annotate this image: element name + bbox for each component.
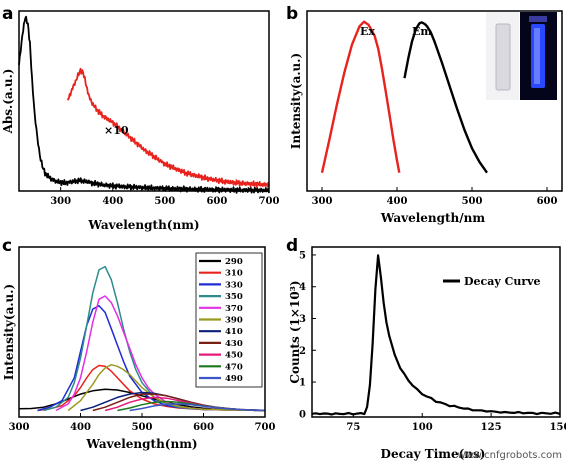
panel-b-xtick-label: 400: [387, 196, 408, 207]
panel-c-series: [18, 265, 266, 412]
legend-label-450: 450: [225, 351, 243, 361]
panel-label-a: a: [2, 4, 13, 24]
panel-d-xtick-label: 75: [346, 422, 360, 433]
panel-a-series-0-line: [18, 15, 270, 194]
panel-d-xtick-label: 150: [550, 422, 566, 433]
vial-cap: [529, 16, 547, 22]
series-label-em: Em: [412, 25, 432, 38]
panel-c-series-390-line: [67, 363, 266, 412]
panel-d-xtick-label: 125: [481, 422, 502, 433]
panel-a-series-1-line: [66, 67, 270, 188]
panel-d-ytick-label: 2: [299, 346, 306, 357]
panel-a-ticks: 300 400 500 600 700: [50, 187, 279, 207]
panel-c-xlabel: Wavelength(nm): [85, 437, 197, 451]
panel-d-ytick-label: 4: [299, 282, 306, 293]
panel-d-xlabel: Decay Time(ns): [381, 447, 486, 461]
panel-c-xtick-label: 300: [9, 422, 30, 433]
panel-d-series: [311, 254, 561, 416]
panel-a-xtick-label: 400: [102, 196, 123, 207]
panel-d-ylabel: Counts (1×10³): [288, 280, 302, 383]
panel-d: d 75 100 125 150 0 1 2 3 4 5 Decay Time(ns) Count…: [286, 236, 566, 461]
panel-label-d: d: [286, 236, 298, 256]
panel-label-b: b: [286, 4, 298, 24]
vial-uv-off: [495, 23, 511, 91]
legend-label-290: 290: [225, 257, 243, 267]
legend-label-470: 470: [225, 362, 243, 372]
panel-c-xtick-label: 600: [193, 422, 214, 433]
panel-c-xtick-label: 700: [255, 422, 276, 433]
panel-d-frame: [311, 246, 561, 418]
panel-d-ytick-label: 3: [299, 314, 306, 325]
panel-a: a 300 400 500 600 700 Wavelength(nm) Abs.(a.…: [1, 4, 279, 232]
panel-b-ylabel: Intensity(a.u.): [289, 53, 303, 149]
legend-label-430: 430: [225, 339, 243, 349]
panel-d-series-Decay Curve-line: [311, 254, 561, 416]
panel-a-frame: [18, 10, 270, 192]
inset-photo: [486, 12, 557, 100]
panel-d-ytick-label: 0: [299, 409, 306, 420]
legend-label-410: 410: [225, 327, 243, 337]
legend-label-350: 350: [225, 292, 243, 302]
panel-a-xtick-label: 600: [206, 196, 227, 207]
panel-b: b 300 400 500 600 Wavelength/nm Intensity(a…: [286, 4, 563, 225]
panel-c-xtick-label: 500: [132, 422, 153, 433]
panel-label-c: c: [2, 236, 12, 256]
panel-b-series-Ex-line: [320, 20, 401, 173]
panel-a-xlabel: Wavelength(nm): [87, 218, 199, 232]
panel-a-xtick-label: 700: [259, 196, 280, 207]
panel-b-ticks: 300 400 500 600: [312, 187, 558, 207]
panel-c-ticks: 300 400 500 600 700: [9, 413, 276, 433]
panel-d-legend-label: Decay Curve: [464, 275, 541, 288]
legend-label-330: 330: [225, 280, 243, 290]
panel-b-series: [320, 20, 488, 174]
legend-label-390: 390: [225, 316, 243, 326]
panel-c: c 300 400 500 600 700 Wavelength(nm) Intensi…: [2, 236, 275, 451]
panel-d-ytick-label: 5: [299, 250, 306, 261]
panel-b-series-Em-line: [403, 21, 488, 174]
panel-c-xtick-label: 400: [70, 422, 91, 433]
panel-b-frame: [306, 10, 563, 192]
panel-a-ylabel: Abs.(a.u.): [1, 69, 15, 135]
series-label-ex: Ex: [360, 25, 375, 38]
panel-b-xtick-label: 300: [312, 196, 333, 207]
panel-c-series-490-line: [129, 403, 266, 412]
panel-b-xtick-label: 600: [537, 196, 558, 207]
panel-b-xtick-label: 500: [462, 196, 483, 207]
watermark: www.cnfgrobots.com: [457, 450, 562, 461]
panel-b-xlabel: Wavelength/nm: [380, 211, 486, 225]
panel-a-xtick-label: 500: [154, 196, 175, 207]
panel-c-ylabel: Intensity(a.u.): [2, 284, 16, 380]
legend-label-490: 490: [225, 374, 243, 384]
legend-label-370: 370: [225, 304, 243, 314]
panel-a-annotation: ×10: [104, 124, 129, 137]
panel-d-xtick-label: 100: [412, 422, 433, 433]
panel-a-xtick-label: 300: [50, 196, 71, 207]
panel-a-series: [18, 15, 270, 194]
vial-glow-highlight: [534, 28, 540, 84]
legend-label-310: 310: [225, 269, 243, 279]
panel-d-ticks: 75 100 125 150 0 1 2 3 4 5: [299, 250, 566, 433]
panel-d-ytick-label: 1: [299, 378, 306, 389]
